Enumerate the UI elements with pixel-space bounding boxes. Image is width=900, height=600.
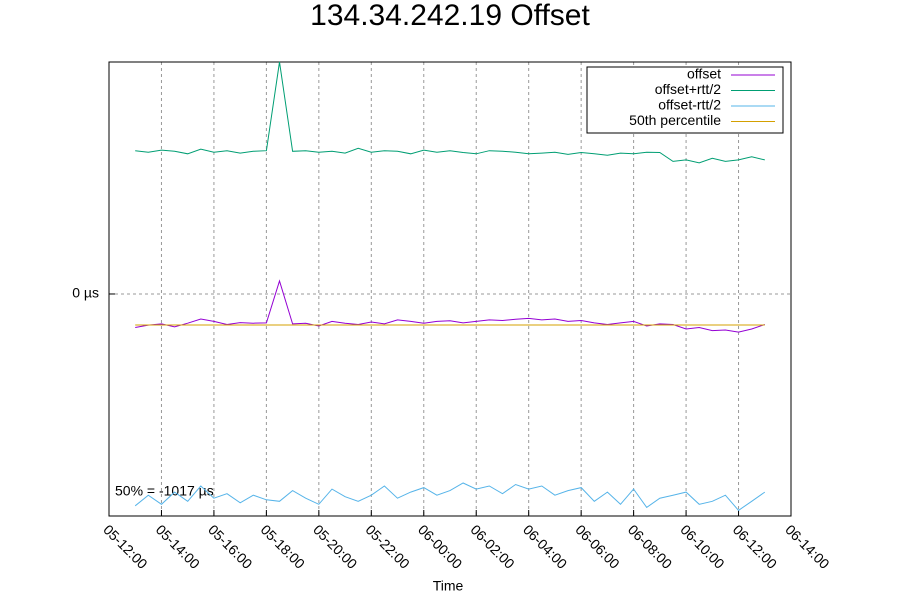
chart-title: 134.34.242.19 Offset	[310, 0, 590, 32]
x-tick-label: 06-02:00	[467, 521, 518, 572]
legend-label: offset+rtt/2	[655, 81, 721, 97]
annotation: 50% = -1017 µs	[115, 483, 214, 499]
x-tick-label: 06-06:00	[572, 521, 623, 572]
x-tick-label: 05-14:00	[153, 521, 204, 572]
x-tick-label: 06-00:00	[415, 521, 466, 572]
plot-border	[108, 61, 792, 517]
x-axis-label: Time	[433, 578, 464, 594]
series-line	[135, 61, 765, 164]
x-tick-label: 05-12:00	[100, 521, 151, 572]
x-tick-label: 06-14:00	[782, 521, 833, 572]
x-tick-label: 06-08:00	[625, 521, 676, 572]
x-tick-label: 05-20:00	[310, 521, 361, 572]
x-tick-label: 06-04:00	[520, 521, 571, 572]
y-tick-label: 0 µs	[72, 285, 99, 301]
legend-label: offset-rtt/2	[658, 97, 721, 113]
series-line	[134, 482, 766, 512]
x-tick-label: 05-18:00	[258, 521, 309, 572]
x-tick-label: 05-22:00	[363, 521, 414, 572]
legend-label: 50th percentile	[629, 112, 721, 128]
x-tick-label: 06-12:00	[730, 521, 781, 572]
series-line	[135, 279, 765, 333]
x-tick-label: 05-16:00	[205, 521, 256, 572]
x-tick-label: 06-10:00	[677, 521, 728, 572]
legend-label: offset	[687, 66, 721, 82]
